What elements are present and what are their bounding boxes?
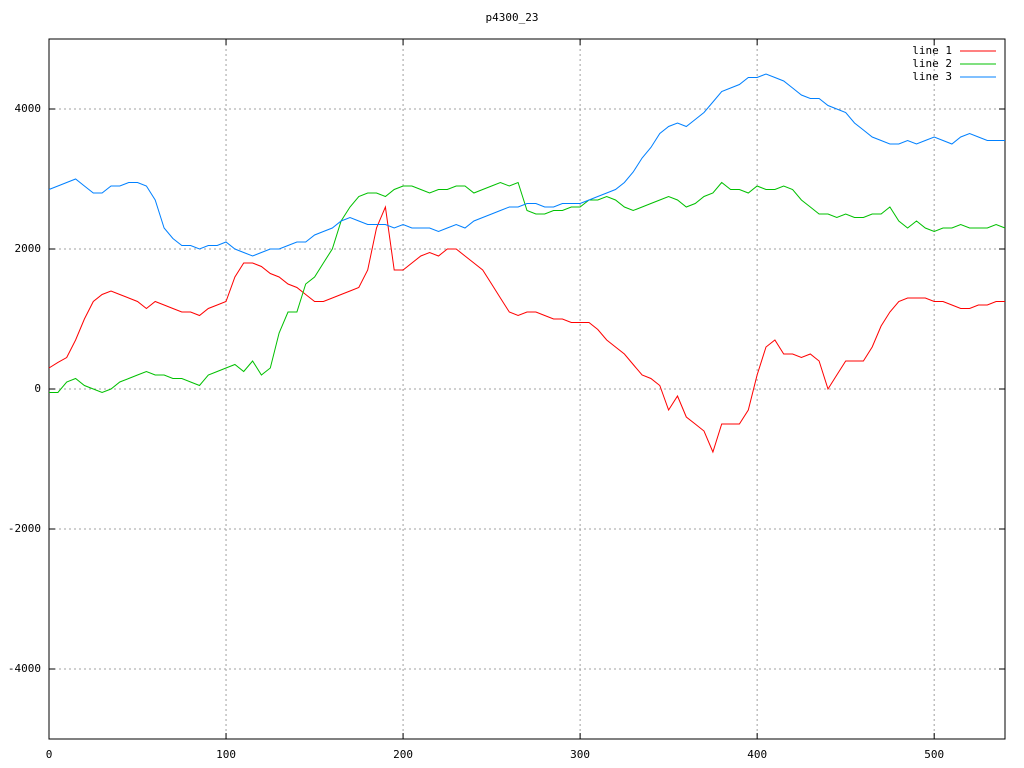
plot-border: [48, 38, 1006, 740]
y-tick-label: 0: [34, 382, 41, 395]
chart-title: p4300_23: [486, 11, 539, 24]
y-tick-label: -4000: [8, 662, 41, 675]
x-tick-label: 500: [924, 748, 944, 761]
line-series: [48, 73, 1005, 257]
line-series: [49, 181, 1006, 394]
y-tick-label: 4000: [15, 102, 42, 115]
y-tick-label: 2000: [15, 242, 42, 255]
legend-label: line 2: [912, 57, 952, 70]
x-tick-label: 400: [747, 748, 767, 761]
x-tick-label: 200: [393, 748, 413, 761]
legend-label: line 1: [912, 44, 952, 57]
x-tick-label: 100: [216, 748, 236, 761]
x-tick-label: 300: [570, 748, 590, 761]
y-tick-label: -2000: [8, 522, 41, 535]
x-tick-label: 0: [46, 748, 53, 761]
line-series: [48, 205, 1005, 454]
legend-label: line 3: [912, 70, 952, 83]
